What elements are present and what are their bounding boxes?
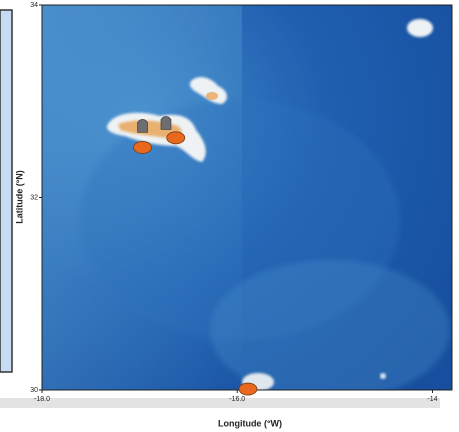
x-tick-label: -16.0: [229, 396, 245, 403]
site-marker: [133, 141, 152, 154]
site-marker: [166, 131, 186, 145]
site-marker: [238, 382, 258, 396]
y-tick-label: 32: [30, 194, 38, 201]
x-tick-label: -14: [427, 396, 437, 403]
x-axis-label: Longitude (°W): [218, 418, 282, 428]
y-tick-label: 34: [30, 2, 38, 9]
x-tick-label: -18.0: [34, 396, 50, 403]
bottom-strip: [0, 398, 440, 408]
y-tick-label: 30: [30, 387, 38, 394]
y-axis-label: Latitude (°N): [14, 170, 24, 224]
station-icon: [137, 119, 148, 133]
side-panel: [0, 9, 13, 373]
map-area: [42, 5, 452, 390]
station-icon: [160, 116, 172, 130]
